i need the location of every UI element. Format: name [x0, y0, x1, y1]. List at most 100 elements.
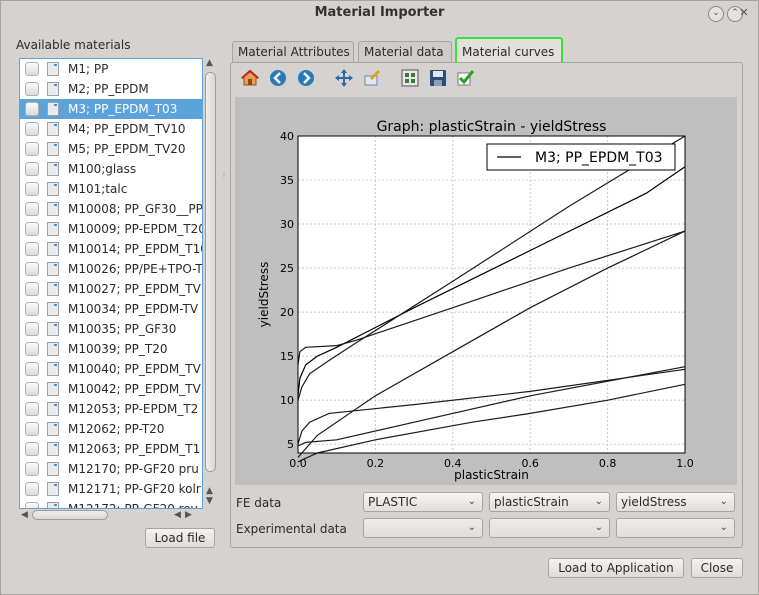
list-item-label: M12171; PP-GF20 kolr	[68, 482, 201, 496]
configure-subplots-icon[interactable]	[399, 68, 421, 90]
y-axis-label: yieldStress	[257, 262, 271, 328]
chevron-down-icon: ⌄	[467, 522, 476, 533]
scroll-down-icon[interactable]: ▼	[206, 496, 213, 506]
zoom-icon[interactable]	[361, 68, 383, 90]
pan-icon[interactable]	[333, 68, 355, 90]
document-icon	[47, 82, 59, 96]
list-item[interactable]: M12172; PP-GF20 rov	[20, 499, 202, 509]
list-item[interactable]: M10027; PP_EPDM_TV	[20, 279, 202, 299]
load-file-button[interactable]: Load file	[145, 528, 215, 548]
scroll-left-icon-right[interactable]: ◀	[174, 510, 181, 520]
list-item[interactable]: M10034; PP_EPDM-TV	[20, 299, 202, 319]
close-window-button[interactable]: ✕	[739, 6, 749, 19]
list-item[interactable]: M10014; PP_EPDM_T10	[20, 239, 202, 259]
checkbox[interactable]	[25, 422, 39, 436]
document-icon	[47, 282, 59, 296]
list-item[interactable]: M2; PP_EPDM	[20, 79, 202, 99]
experimental-x-select[interactable]: ⌄	[489, 518, 610, 538]
checkbox[interactable]	[25, 262, 39, 276]
checkbox[interactable]	[25, 342, 39, 356]
materials-list[interactable]: M1; PP M2; PP_EPDM M3; PP_EPDM_T03 M4; PP_E…	[19, 58, 203, 509]
list-item[interactable]: M10026; PP/PE+TPO-T	[20, 259, 203, 279]
y-tick-label: 25	[280, 262, 294, 275]
close-button[interactable]: Close	[691, 558, 743, 578]
x-tick-label: 0.8	[599, 457, 617, 470]
list-item[interactable]: M10040; PP_EPDM_TV	[20, 359, 202, 379]
checkbox[interactable]	[25, 62, 39, 76]
list-item-label: M4; PP_EPDM_TV10	[68, 122, 186, 136]
list-item[interactable]: M12171; PP-GF20 kolr	[20, 479, 202, 499]
vscroll-thumb[interactable]	[205, 72, 216, 472]
y-tick-label: 15	[280, 350, 294, 363]
list-item[interactable]: M10008; PP_GF30__PP	[20, 199, 202, 219]
list-item[interactable]: M12063; PP_EPDM_T1	[20, 439, 202, 459]
checkbox[interactable]	[25, 482, 39, 496]
splitter-grip-icon[interactable]: ⋮	[220, 171, 228, 180]
maximize-button[interactable]: ⌃	[727, 6, 743, 22]
scroll-right-icon[interactable]: ▶	[185, 510, 192, 520]
checkbox[interactable]	[25, 382, 39, 396]
materials-list-vscrollbar[interactable]: ▲ ▲ ▼	[203, 58, 217, 509]
list-item[interactable]: M4; PP_EPDM_TV10	[20, 119, 202, 139]
checkbox[interactable]	[25, 322, 39, 336]
list-item[interactable]: M101;talc	[20, 179, 202, 199]
checkbox[interactable]	[25, 302, 39, 316]
load-to-application-button[interactable]: Load to Application	[548, 558, 684, 578]
back-icon[interactable]	[267, 68, 289, 90]
list-item[interactable]: M10042; PP_EPDM_TV	[20, 379, 202, 399]
list-item[interactable]: M3; PP_EPDM_T03	[20, 99, 202, 119]
tab-material-attributes[interactable]: Material Attributes	[232, 41, 354, 63]
checkbox[interactable]	[25, 202, 39, 216]
forward-icon[interactable]	[295, 68, 317, 90]
checkbox[interactable]	[25, 282, 39, 296]
list-item[interactable]: M10035; PP_GF30	[20, 319, 202, 339]
check-icon[interactable]	[455, 68, 477, 90]
checkbox[interactable]	[25, 442, 39, 456]
experimental-type-select[interactable]: ⌄	[363, 518, 483, 538]
list-item[interactable]: M10039; PP_T20	[20, 339, 202, 359]
scroll-up-icon-bottom[interactable]: ▲	[206, 486, 213, 496]
list-item[interactable]: M5; PP_EPDM_TV20	[20, 139, 202, 159]
list-item[interactable]: M10009; PP-EPDM_T20	[20, 219, 202, 239]
experimental-y-select[interactable]: ⌄	[616, 518, 735, 538]
list-item-label: M100;glass	[68, 162, 137, 176]
list-item-label: M10026; PP/PE+TPO-T	[68, 262, 203, 276]
list-item[interactable]: M12053; PP-EPDM_T2	[20, 399, 202, 419]
checkbox[interactable]	[25, 122, 39, 136]
list-item[interactable]: M12170; PP-GF20 pru	[20, 459, 202, 479]
scroll-up-icon[interactable]: ▲	[206, 58, 213, 68]
document-icon	[47, 342, 59, 356]
chevron-down-icon: ⌄	[594, 496, 603, 507]
tab-material-data[interactable]: Material data	[358, 41, 452, 63]
checkbox[interactable]	[25, 222, 39, 236]
fe-x-select[interactable]: plasticStrain ⌄	[489, 492, 610, 512]
y-tick-label: 20	[280, 306, 294, 319]
document-icon	[47, 202, 59, 216]
list-item[interactable]: M100;glass	[20, 159, 202, 179]
checkbox[interactable]	[25, 182, 39, 196]
series-line	[297, 166, 686, 396]
list-item[interactable]: M12062; PP-T20	[20, 419, 202, 439]
checkbox[interactable]	[25, 402, 39, 416]
list-item[interactable]: M1; PP	[20, 59, 202, 79]
list-item-label: M10040; PP_EPDM_TV	[68, 362, 201, 376]
checkbox[interactable]	[25, 242, 39, 256]
checkbox[interactable]	[25, 362, 39, 376]
checkbox[interactable]	[25, 162, 39, 176]
save-icon[interactable]	[427, 68, 449, 90]
available-materials-label: Available materials	[16, 38, 131, 52]
list-item-label: M12172; PP-GF20 rov	[68, 502, 198, 509]
home-icon[interactable]	[239, 68, 261, 90]
checkbox[interactable]	[25, 462, 39, 476]
checkbox[interactable]	[25, 502, 39, 508]
legend-label: M3; PP_EPDM_T03	[535, 150, 663, 166]
hscroll-thumb[interactable]	[32, 510, 108, 520]
checkbox[interactable]	[25, 102, 39, 116]
fe-y-select[interactable]: yieldStress ⌄	[616, 492, 735, 512]
checkbox[interactable]	[25, 82, 39, 96]
fe-type-select[interactable]: PLASTIC ⌄	[363, 492, 483, 512]
checkbox[interactable]	[25, 142, 39, 156]
minimize-button[interactable]: ⌄	[708, 6, 724, 22]
materials-list-hscrollbar[interactable]: ◀ ◀ ▶	[19, 509, 217, 523]
scroll-left-icon[interactable]: ◀	[21, 510, 28, 520]
